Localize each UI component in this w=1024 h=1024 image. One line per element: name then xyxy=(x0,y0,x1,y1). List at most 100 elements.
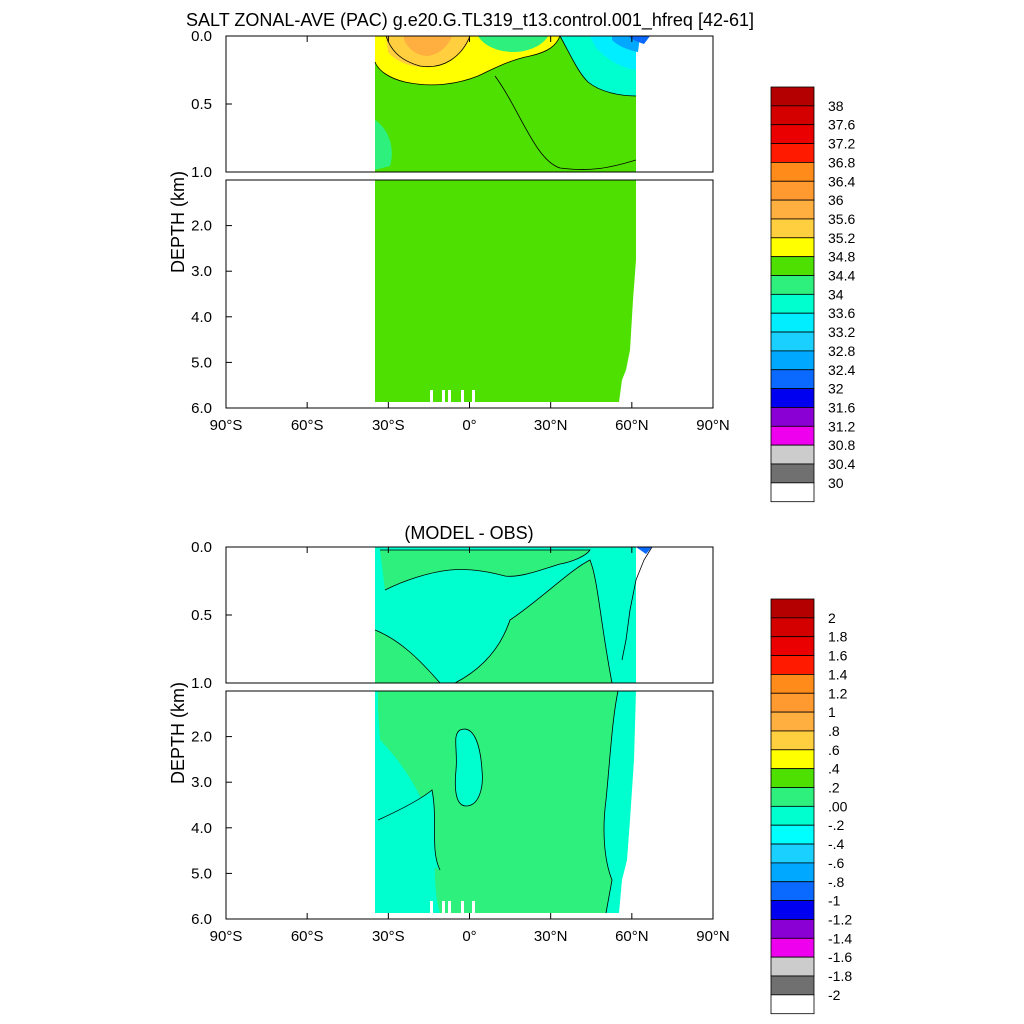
colorbar-swatch xyxy=(770,919,815,939)
colorbar-label: 37.6 xyxy=(828,117,855,133)
colorbar-label: .2 xyxy=(828,780,840,796)
colorbar-swatch xyxy=(770,369,815,390)
y-tick-label: 4.0 xyxy=(191,309,212,326)
contour-line-1 xyxy=(494,75,637,170)
panel-model-salinity: DEPTH (km) 90°S 60°S 30°S 0° 30°N 60°N 90°N 0.0… xyxy=(168,28,855,503)
colorbar-label: -1 xyxy=(828,893,841,909)
colorbar-swatch xyxy=(770,86,815,107)
y-tick-label: 3.0 xyxy=(191,774,212,791)
y-tick-label: 1.0 xyxy=(191,675,212,692)
axis-ticks-2: 90°S 60°S 30°S 0° 30°N 60°N 90°N 0.0 0.5 1.0 2.0 3.… xyxy=(191,539,730,945)
colorbar-label: 1.4 xyxy=(828,666,848,682)
colorbar-swatch xyxy=(770,692,815,713)
x-tick-label: 60°N xyxy=(615,928,649,945)
figure-title: SALT ZONAL-AVE (PAC) g.e20.G.TL319_t13.c… xyxy=(186,10,754,31)
colorbar-label: -1.8 xyxy=(828,968,852,984)
colorbar-swatch xyxy=(770,937,815,958)
colorbar-swatch xyxy=(770,237,815,258)
colorbar-swatch xyxy=(770,256,815,276)
colorbar-label: 33.6 xyxy=(828,305,855,321)
colorbar-label: 1.8 xyxy=(828,629,848,645)
plot-area-lower-2 xyxy=(225,690,714,920)
x-tick-label: 30°S xyxy=(372,928,405,945)
y-tick-label: 2.0 xyxy=(191,218,212,235)
x-tick-label: 60°S xyxy=(291,417,324,434)
colorbar-label: 32.4 xyxy=(828,362,855,378)
colorbar-label: 36.8 xyxy=(828,154,855,170)
colorbar-label: .4 xyxy=(828,761,840,777)
y-tick-label: 4.0 xyxy=(191,820,212,837)
colorbar-label: 30.8 xyxy=(828,437,855,453)
colorbar-label: 30.4 xyxy=(828,456,855,472)
green-deep-field xyxy=(375,180,636,402)
colorbar-swatch xyxy=(770,862,815,883)
plot-area-lower-1 xyxy=(225,179,714,409)
y-tick-label: 5.0 xyxy=(191,354,212,371)
colorbar-label: .6 xyxy=(828,742,840,758)
x-tick-label: 30°N xyxy=(534,417,568,434)
colorbar-label: 35.2 xyxy=(828,230,855,246)
x-tick-label: 90°N xyxy=(696,928,730,945)
x-tick-label: 0° xyxy=(462,417,476,434)
colorbar-swatch xyxy=(770,636,815,656)
colorbar-label: -2 xyxy=(828,987,841,1003)
x-tick-label: 90°N xyxy=(696,417,730,434)
y-axis-label-1: DEPTH (km) xyxy=(168,171,188,273)
colorbar-swatch xyxy=(770,218,815,239)
y-tick-label: 5.0 xyxy=(191,865,212,882)
y-tick-label: 2.0 xyxy=(191,729,212,746)
colorbar-swatch xyxy=(770,881,815,902)
colorbar-label: -1.6 xyxy=(828,949,852,965)
colorbar-label: -.2 xyxy=(828,817,845,833)
colorbar-swatch xyxy=(770,655,815,675)
colorbar-label: 36.4 xyxy=(828,173,855,189)
colorbar-swatch xyxy=(770,598,815,619)
green-west-bottom xyxy=(375,630,440,683)
colorbar-swatch xyxy=(770,730,815,751)
x-tick-label: 90°S xyxy=(210,417,243,434)
y-tick-label: 0.0 xyxy=(191,28,212,45)
colorbar-label: 32.8 xyxy=(828,343,855,359)
y-tick-label: 0.5 xyxy=(191,607,212,624)
difference-title: (MODEL - OBS) xyxy=(404,523,533,543)
colorbar-swatch xyxy=(770,388,815,408)
colorbar-label: 2 xyxy=(828,610,836,626)
cyan-west-blob xyxy=(378,790,440,870)
colorbar-swatch xyxy=(770,975,815,996)
y-tick-label: 0.0 xyxy=(191,539,212,556)
green-deep-region xyxy=(378,691,618,913)
colorbar-swatch xyxy=(770,463,815,484)
colorbar-swatch xyxy=(770,749,815,770)
colorbar-label: -1.2 xyxy=(828,911,852,927)
colorbar-1: 38 37.6 37.2 36.8 36.4 36 35.6 35.2 34.8 34.4 34 33… xyxy=(770,86,855,503)
y-tick-label: 6.0 xyxy=(191,911,212,928)
y-axis-label: DEPTH (km) xyxy=(168,682,188,784)
colorbar-swatch xyxy=(770,331,815,352)
colorbar-swatch xyxy=(770,994,815,1015)
colorbar-label: 33.2 xyxy=(828,324,855,340)
blue-north-surface xyxy=(612,36,640,52)
x-tick-label: 30°N xyxy=(534,928,568,945)
colorbar-swatch xyxy=(770,143,815,163)
colorbar-swatch xyxy=(770,787,815,807)
colorbar-swatch xyxy=(770,199,815,220)
x-tick-label: 0° xyxy=(462,928,476,945)
colorbar-2: 21.81.61.41.21.8.6.4.2.00-.2-.4-.6-.8-1-… xyxy=(770,598,852,1015)
colorbar-label: 35.6 xyxy=(828,211,855,227)
colorbar-label: 31.2 xyxy=(828,418,855,434)
plot-area-upper-1 xyxy=(225,35,714,173)
colorbar-swatch xyxy=(770,407,815,427)
x-tick-label: 60°S xyxy=(291,928,324,945)
colorbar-swatch xyxy=(770,824,815,845)
colorbar-swatch xyxy=(770,711,815,732)
colorbar-swatch xyxy=(770,293,815,314)
colorbar-swatch xyxy=(770,124,815,144)
colorbar-swatch xyxy=(770,482,815,503)
green-surface-band xyxy=(380,550,590,590)
colorbar-swatch xyxy=(770,180,815,201)
colorbar-swatch xyxy=(770,768,815,788)
y-tick-label: 3.0 xyxy=(191,263,212,280)
panel-model-minus-obs: (MODEL - OBS) xyxy=(168,523,852,1015)
colorbar-swatch xyxy=(770,956,815,977)
